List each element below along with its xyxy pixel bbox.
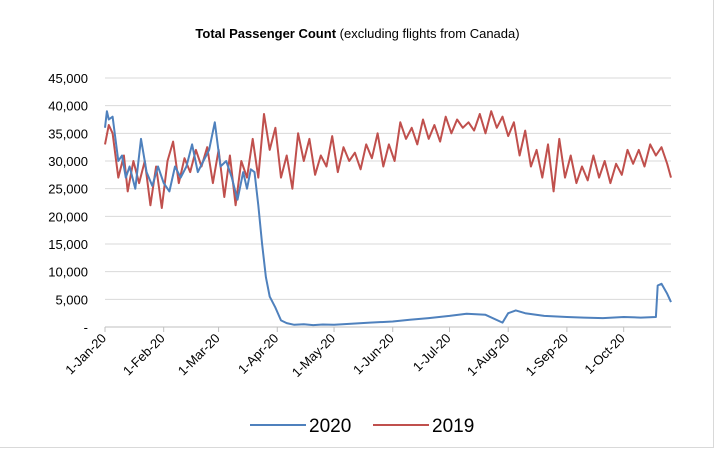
y-tick-label: 25,000 <box>48 182 88 197</box>
series-lines <box>104 110 672 327</box>
gridlines <box>105 77 671 300</box>
x-tick-label: 1-Oct-20 <box>581 331 627 377</box>
legend-label-2019: 2019 <box>432 416 474 437</box>
y-tick-label: 45,000 <box>48 71 88 86</box>
x-tick-label: 1-Apr-20 <box>235 331 281 377</box>
legend-label-2020: 2020 <box>309 416 351 437</box>
x-tick-label: 1-Mar-20 <box>175 331 223 379</box>
y-tick-label: - <box>84 320 88 335</box>
series-line-2019 <box>104 110 672 209</box>
x-tick-label: 1-Feb-20 <box>120 331 168 379</box>
y-tick-label: 15,000 <box>48 237 88 252</box>
y-tick-label: 10,000 <box>48 265 88 280</box>
legend: 2020 2019 <box>250 416 474 437</box>
chart-subtitle: (excluding flights from Canada) <box>339 26 520 41</box>
chart-title: Total Passenger Count (excluding flights… <box>0 26 715 41</box>
x-tick-label: 1-May-20 <box>289 331 338 380</box>
x-tick-label: 1-Aug-20 <box>464 331 512 379</box>
y-tick-label: 5,000 <box>55 292 88 307</box>
y-tick-label: 20,000 <box>48 209 88 224</box>
y-tick-label: 35,000 <box>48 126 88 141</box>
x-tick-label: 1-Sep-20 <box>523 331 571 379</box>
x-tick-label: 1-Jul-20 <box>410 331 454 375</box>
axes: - 5,000 10,000 15,000 20,000 25,000 30,000 35,0… <box>48 71 671 380</box>
y-tick-label: 40,000 <box>48 99 88 114</box>
x-tick-label: 1-Jun-20 <box>350 331 397 378</box>
chart-title-main: Total Passenger Count <box>195 26 337 41</box>
x-tick-label: 1-Jan-20 <box>62 331 109 378</box>
series-line-2020 <box>104 110 672 327</box>
y-tick-label: 30,000 <box>48 154 88 169</box>
